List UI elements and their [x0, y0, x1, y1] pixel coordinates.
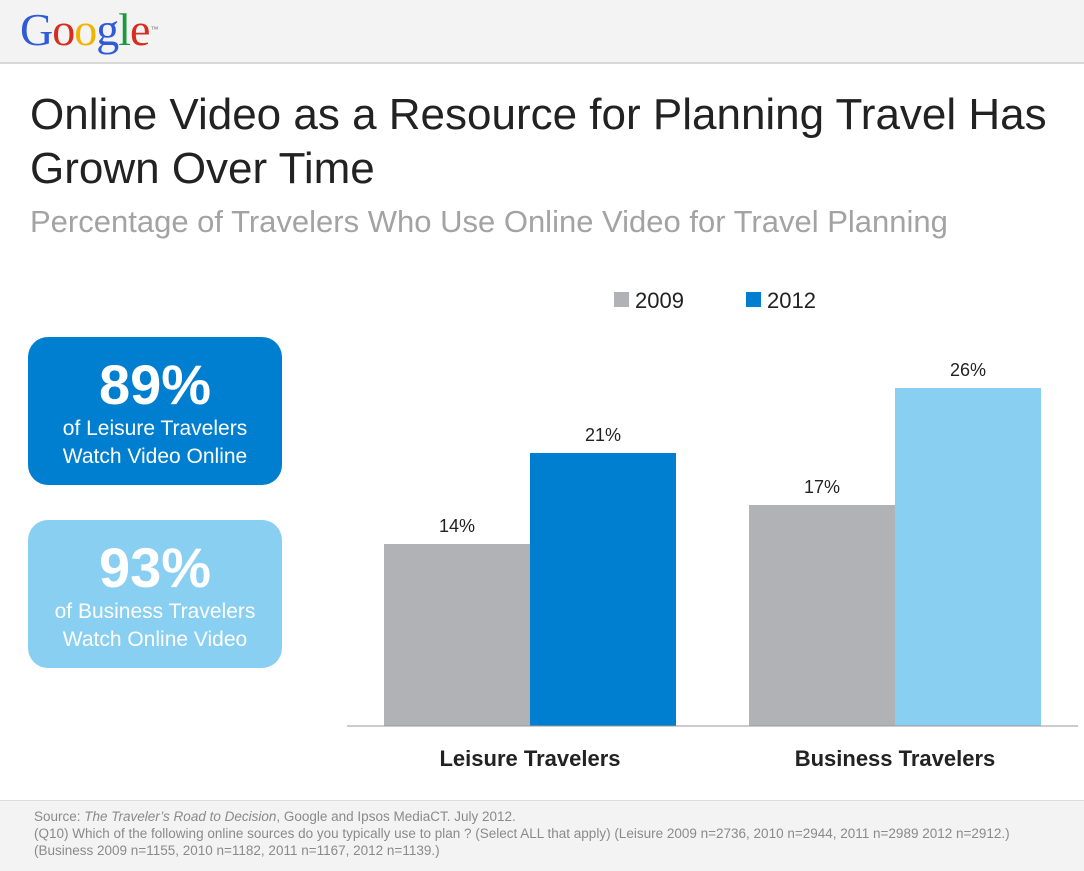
logo-letter: g — [96, 4, 119, 55]
source-title: The Traveler’s Road to Decision — [84, 809, 277, 824]
leisure-stat-box: 89% of Leisure Travelers Watch Video Onl… — [28, 337, 282, 485]
legend-label-2012: 2012 — [767, 288, 816, 313]
logo-letter: l — [118, 4, 131, 55]
data-label: 14% — [439, 516, 475, 536]
trademark-mark: ™ — [150, 25, 158, 34]
google-logo: Google™ — [20, 2, 158, 58]
source-note: Source: The Traveler’s Road to Decision,… — [34, 808, 1034, 859]
data-label: 26% — [950, 360, 986, 380]
header-band: Google™ — [0, 0, 1084, 64]
bar-2009-business — [749, 505, 895, 726]
source-prefix: Source: — [34, 809, 85, 824]
leisure-stat-value: 89% — [98, 353, 212, 416]
category-label: Leisure Travelers — [439, 746, 620, 771]
bar-2012-business — [895, 388, 1041, 726]
logo-letter: e — [130, 4, 150, 55]
chart-subtitle: Percentage of Travelers Who Use Online V… — [30, 204, 948, 239]
logo-letter: G — [20, 4, 53, 55]
bar-2012-leisure — [530, 453, 676, 726]
data-label: 17% — [804, 477, 840, 497]
source-question: (Q10) Which of the following online sour… — [34, 826, 1010, 858]
legend-swatch-2012 — [746, 292, 761, 307]
category-label: Business Travelers — [795, 746, 996, 771]
source-rest: , Google and Ipsos MediaCT. July 2012. — [276, 809, 516, 824]
source-line: Source: The Traveler’s Road to Decision,… — [34, 808, 1034, 825]
bar-2009-leisure — [384, 544, 530, 726]
bar-chart: 2009 2012 14% 21% Leisure Travelers 17% 26% Bus… — [347, 288, 1078, 771]
business-stat-caption: of Business Travelers Watch Online Video — [54, 600, 256, 651]
business-stat-value: 93% — [98, 536, 212, 599]
chart-title: Online Video as a Resource for Planning … — [30, 90, 1047, 193]
legend-label-2009: 2009 — [635, 288, 684, 313]
business-stat-box: 93% of Business Travelers Watch Online V… — [28, 520, 282, 668]
logo-letter: o — [52, 4, 75, 55]
legend-swatch-2009 — [614, 292, 629, 307]
logo-letter: o — [74, 4, 97, 55]
leisure-stat-caption: of Leisure Travelers Watch Video Online — [62, 417, 248, 468]
footer-band — [0, 800, 1084, 871]
data-label: 21% — [585, 425, 621, 445]
